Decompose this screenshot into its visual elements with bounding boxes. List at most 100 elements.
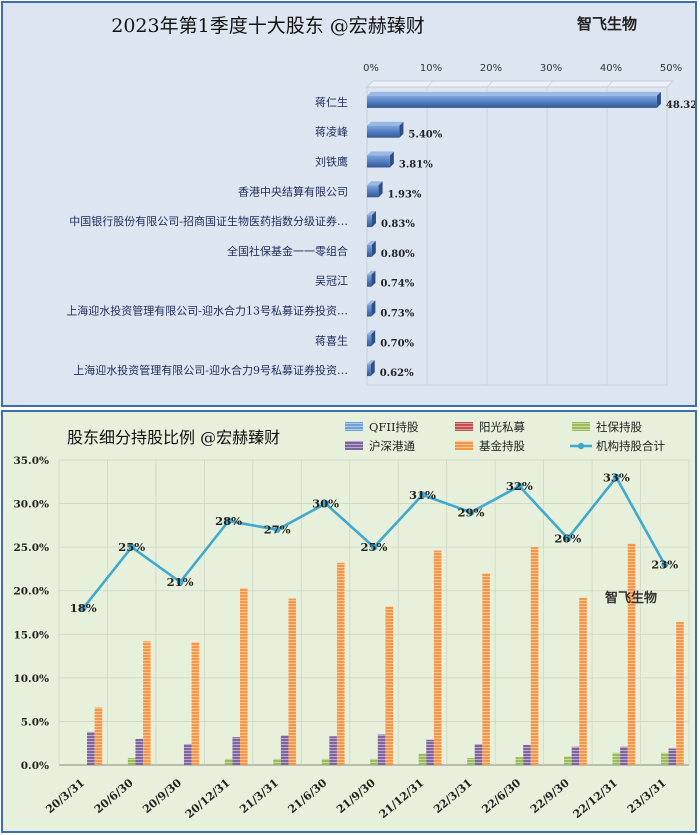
total-holding-label: 26% bbox=[554, 531, 581, 545]
top-bar-side-face bbox=[389, 151, 394, 168]
bottom-x-tick-label: 22/12/31 bbox=[571, 776, 621, 821]
top-gridline-depth bbox=[666, 80, 674, 88]
bar-social-security bbox=[224, 758, 233, 765]
top-bar-side-face bbox=[378, 181, 383, 198]
top-bar-top-face bbox=[367, 121, 404, 126]
top-bar bbox=[367, 185, 379, 198]
bar-fund bbox=[336, 562, 345, 765]
bar-fund bbox=[627, 543, 636, 765]
bottom-y-tick-label: 15.0% bbox=[13, 629, 49, 641]
bottom-y-tick-label: 30.0% bbox=[13, 499, 49, 511]
top-bar-side-face bbox=[371, 240, 376, 257]
bottom-y-tick-label: 25.0% bbox=[13, 542, 49, 554]
total-holding-point bbox=[225, 517, 233, 525]
top-bar-top-face bbox=[367, 211, 376, 216]
top-bar-value-label: 3.81% bbox=[399, 160, 433, 171]
top-bar-side-face bbox=[371, 300, 376, 317]
top-x-tick-label: 30% bbox=[540, 63, 562, 74]
top-bar-value-label: 0.70% bbox=[380, 338, 414, 349]
top-gridline-depth bbox=[426, 80, 434, 88]
top-category-label: 蒋凌峰 bbox=[315, 125, 348, 139]
bar-fund bbox=[676, 622, 684, 765]
total-holding-label: 29% bbox=[457, 505, 484, 519]
bar-social-security bbox=[612, 752, 621, 765]
bottom-x-tick-label: 21/6/30 bbox=[286, 776, 330, 816]
bar-fund bbox=[240, 588, 248, 765]
total-holding-label: 25% bbox=[118, 540, 145, 554]
bottom-x-tick-label: 22/3/31 bbox=[431, 776, 475, 816]
top-bar-top-face bbox=[367, 151, 394, 156]
bottom-y-tick-label: 20.0% bbox=[13, 586, 49, 598]
legend-label: 沪深港通 bbox=[369, 439, 415, 453]
total-holding-label: 21% bbox=[167, 575, 194, 589]
bottom-x-tick-label: 21/3/31 bbox=[237, 776, 281, 816]
legend-swatch bbox=[455, 422, 473, 431]
bar-fund bbox=[143, 641, 151, 765]
bar-stock-connect bbox=[377, 734, 386, 765]
legend-label: QFII持股 bbox=[369, 420, 419, 434]
bar-stock-connect bbox=[523, 744, 531, 765]
top-category-label: 蒋喜生 bbox=[315, 333, 348, 347]
bar-social-security bbox=[418, 753, 427, 765]
top-x-tick-label: 40% bbox=[600, 63, 622, 74]
total-holding-label: 25% bbox=[361, 540, 388, 554]
top-gridline-depth bbox=[486, 80, 494, 88]
bottom-y-tick-label: 10.0% bbox=[13, 673, 49, 685]
bottom-x-tick-label: 21/12/31 bbox=[377, 776, 427, 821]
top-bar bbox=[367, 95, 657, 108]
top-bar-value-label: 0.80% bbox=[381, 249, 415, 260]
total-holding-point bbox=[515, 482, 523, 490]
bar-stock-connect bbox=[329, 736, 337, 765]
top-bar bbox=[367, 334, 372, 347]
bar-stock-connect bbox=[571, 746, 580, 765]
legend-label: 社保持股 bbox=[596, 420, 642, 434]
total-holding-label: 18% bbox=[70, 601, 97, 615]
top-chart-panel: 2023年第1季度十大股东 @宏赫臻财 智飞生物 0% 10% 20% 30% 40% 50%… bbox=[1, 1, 697, 407]
bar-fund bbox=[530, 547, 539, 765]
top-category-label: 香港中央结算有限公司 bbox=[238, 184, 348, 198]
top-bar bbox=[367, 125, 400, 138]
top-bar bbox=[367, 304, 372, 317]
bar-fund bbox=[385, 606, 393, 765]
bottom-brand-label: 智飞生物 bbox=[605, 590, 657, 606]
top-category-label: 刘铁鹰 bbox=[315, 155, 348, 169]
bottom-x-tick-label: 21/9/30 bbox=[334, 776, 378, 816]
bar-fund bbox=[191, 642, 200, 765]
top-bar bbox=[367, 155, 390, 168]
legend-swatch bbox=[345, 441, 363, 450]
bottom-y-tick-label: 0.0% bbox=[21, 760, 49, 772]
bar-stock-connect bbox=[426, 739, 434, 765]
bottom-x-tick-label: 20/9/30 bbox=[140, 776, 184, 816]
total-holding-point bbox=[467, 508, 475, 516]
top-category-label: 上海迎水投资管理有限公司-迎水合力13号私募证券投资… bbox=[66, 304, 348, 318]
top-bar-side-face bbox=[656, 91, 661, 108]
top-bar-top-face bbox=[367, 360, 375, 365]
total-holding-point bbox=[370, 543, 378, 551]
legend-label: 阳光私募 bbox=[479, 420, 525, 434]
top-bar-value-label: 5.40% bbox=[408, 130, 442, 141]
total-holding-point bbox=[419, 491, 426, 499]
bottom-y-tick-label: 5.0% bbox=[21, 716, 49, 728]
top-bar-top-face bbox=[367, 270, 376, 275]
bar-stock-connect bbox=[620, 746, 628, 765]
bar-stock-connect bbox=[474, 744, 483, 765]
bar-stock-connect bbox=[135, 738, 144, 765]
top-bar-value-label: 0.83% bbox=[381, 219, 415, 230]
top-x-tick-label: 20% bbox=[480, 63, 502, 74]
total-holding-label: 28% bbox=[215, 514, 242, 528]
legend-label: 基金持股 bbox=[479, 439, 525, 453]
legend-swatch bbox=[572, 422, 590, 431]
bar-stock-connect bbox=[232, 737, 241, 765]
total-holding-label: 31% bbox=[409, 488, 436, 502]
bar-social-security bbox=[660, 752, 669, 765]
total-holding-label: 33% bbox=[603, 470, 630, 484]
top-bar-value-label: 0.74% bbox=[380, 279, 414, 290]
top-bar bbox=[367, 364, 371, 377]
top-gridline-depth bbox=[366, 80, 374, 88]
top-bar-value-label: 0.62% bbox=[380, 368, 414, 379]
top-bar-top-face bbox=[367, 181, 383, 186]
legend-swatch-marker bbox=[577, 442, 585, 450]
top-bar bbox=[367, 215, 372, 228]
top-bar-top-face bbox=[367, 300, 376, 305]
top-chart-title: 2023年第1季度十大股东 @宏赫臻财 bbox=[111, 15, 424, 37]
